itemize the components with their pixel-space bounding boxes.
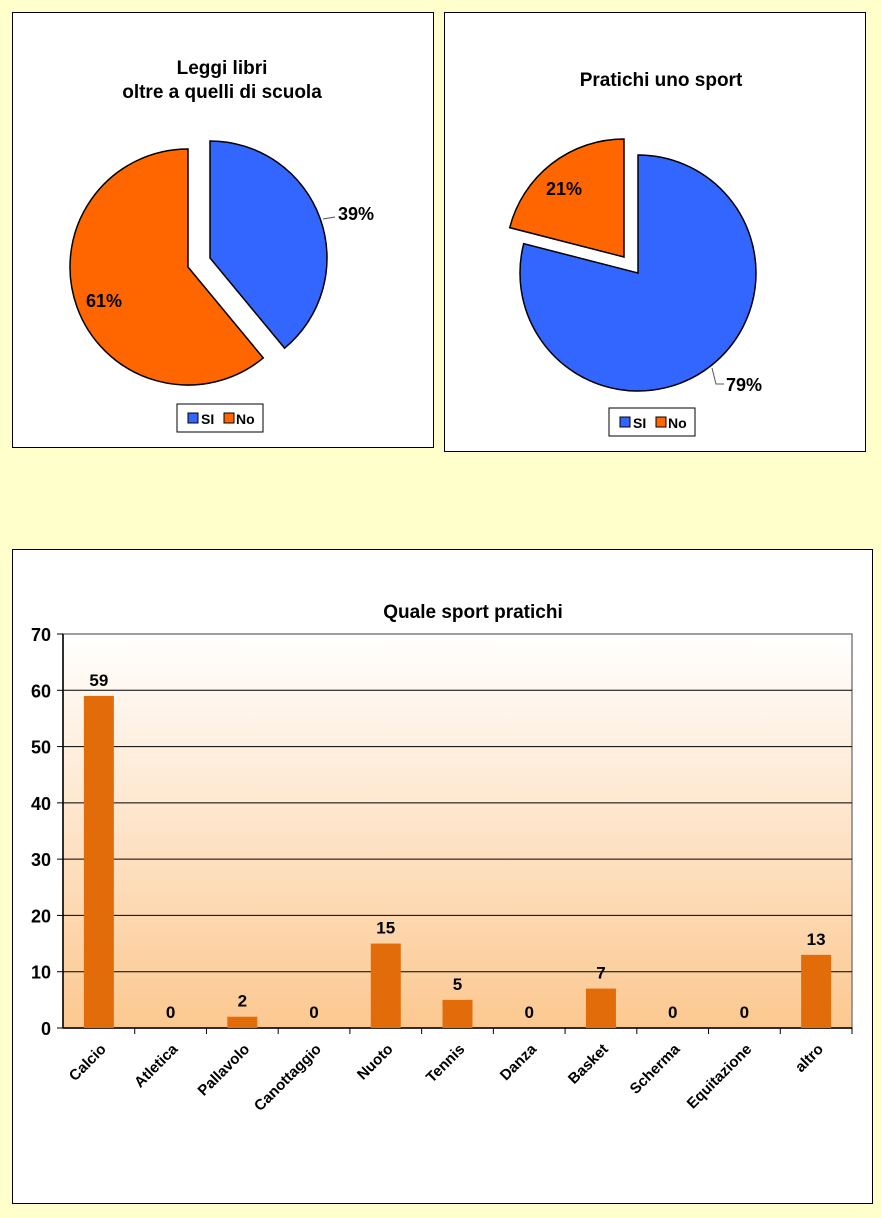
legend-label: SI [633, 415, 646, 431]
bar-value-label: 59 [89, 671, 108, 690]
x-tick-label: Nuoto [354, 1041, 397, 1084]
y-tick-label: 50 [31, 738, 51, 758]
x-tick-label: Equitazione [684, 1041, 756, 1113]
bar-value-label: 2 [238, 992, 247, 1011]
x-tick-label: Calcio [66, 1041, 110, 1085]
y-tick-label: 70 [31, 625, 51, 645]
x-tick-label: Tennis [423, 1041, 468, 1086]
x-tick-label: altro [792, 1041, 827, 1076]
x-tick-label: Canottaggio [251, 1041, 325, 1115]
chart-title: oltre a quelli di scuola [122, 82, 322, 103]
bar-nuoto [370, 943, 401, 1028]
x-tick-label: Basket [565, 1041, 612, 1088]
chart-title: Pratichi uno sport [580, 70, 743, 91]
data-label: 79% [726, 375, 762, 395]
x-tick-label: Pallavolo [195, 1041, 254, 1100]
y-tick-label: 10 [31, 963, 51, 983]
bar-value-label: 7 [596, 964, 605, 983]
data-label: 61% [86, 291, 122, 311]
pie-slice-no [508, 138, 625, 258]
y-tick-label: 20 [31, 906, 51, 926]
bar-value-label: 0 [668, 1003, 677, 1022]
bar-value-label: 0 [740, 1003, 749, 1022]
bar-calcio [83, 695, 114, 1028]
pie-slice-si [519, 154, 757, 392]
y-tick-label: 0 [41, 1019, 51, 1039]
chart-title: Leggi libri [177, 58, 268, 79]
bar-value-label: 15 [376, 919, 395, 938]
bar-altro [801, 954, 832, 1028]
bar-pallavolo [227, 1016, 258, 1028]
data-label: 39% [338, 204, 374, 224]
bar-value-label: 5 [453, 975, 462, 994]
data-label: 21% [546, 179, 582, 199]
legend-label: No [236, 411, 255, 427]
x-tick-label: Atletica [131, 1040, 182, 1091]
legend-swatch-si [187, 412, 199, 424]
legend-swatch-no [655, 416, 667, 428]
leader-line [711, 367, 724, 385]
legend-swatch-si [619, 416, 631, 428]
pie-slice-si [209, 140, 328, 350]
plot-area [62, 633, 853, 1029]
bar-value-label: 0 [309, 1003, 318, 1022]
legend-swatch-no [223, 412, 235, 424]
y-tick-label: 60 [31, 681, 51, 701]
y-tick-label: 40 [31, 794, 51, 814]
bar-value-label: 0 [166, 1003, 175, 1022]
bar-basket [585, 988, 616, 1028]
bar-value-label: 0 [524, 1003, 533, 1022]
chart-title: Quale sport pratichi [383, 602, 562, 623]
x-tick-label: Scherma [627, 1040, 684, 1097]
leader-line [322, 216, 336, 220]
legend-label: No [668, 415, 687, 431]
bar-tennis [442, 999, 473, 1028]
y-tick-label: 30 [31, 850, 51, 870]
bar-value-label: 13 [807, 930, 826, 949]
pie-slice-no [69, 148, 265, 386]
legend-label: SI [201, 411, 214, 427]
x-tick-label: Danza [497, 1040, 541, 1084]
